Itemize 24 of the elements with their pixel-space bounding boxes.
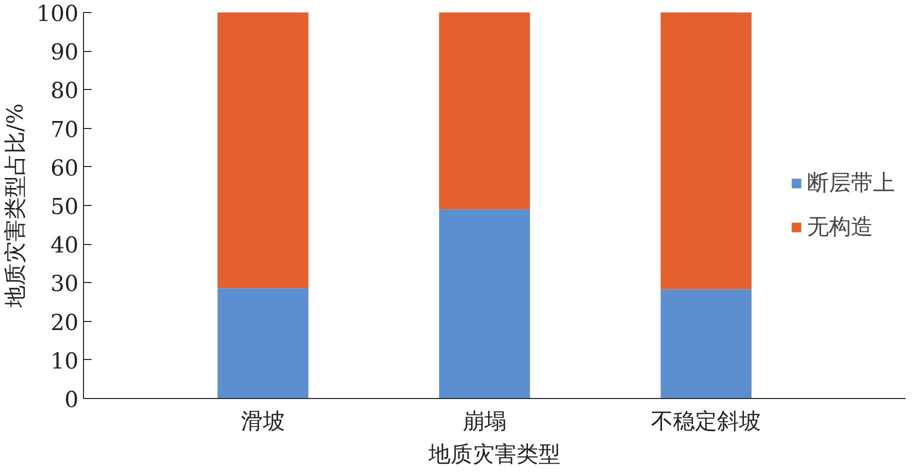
x-tick-label: 不稳定斜坡 — [651, 410, 762, 434]
bar — [660, 289, 752, 398]
legend-label: 断层带上 — [807, 170, 895, 198]
bar — [218, 12, 308, 288]
y-tick-label: 10 — [50, 349, 79, 374]
y-tick-label: 80 — [50, 79, 79, 104]
y-tick-label: 20 — [50, 310, 79, 336]
y-tick-label: 50 — [50, 195, 79, 220]
bar — [439, 209, 530, 398]
bar — [218, 288, 308, 398]
legend-label: 无构造 — [807, 214, 873, 242]
y-tick-label: 60 — [50, 156, 79, 182]
y-axis-title: 地质灾害类型占比/% — [4, 103, 29, 309]
y-tick-label: 0 — [64, 388, 79, 413]
bar — [660, 12, 752, 290]
y-tick-label: 40 — [50, 234, 79, 259]
x-tick-label: 崩塌 — [462, 410, 507, 434]
x-axis-title: 地质灾害类型 — [428, 442, 560, 468]
y-tick-label: 70 — [50, 118, 79, 143]
y-tick-label: 100 — [36, 2, 79, 27]
y-tick-label: 30 — [50, 272, 79, 298]
x-tick-label: 滑坡 — [240, 410, 285, 434]
y-tick-label: 90 — [50, 40, 79, 66]
bar — [439, 12, 530, 210]
